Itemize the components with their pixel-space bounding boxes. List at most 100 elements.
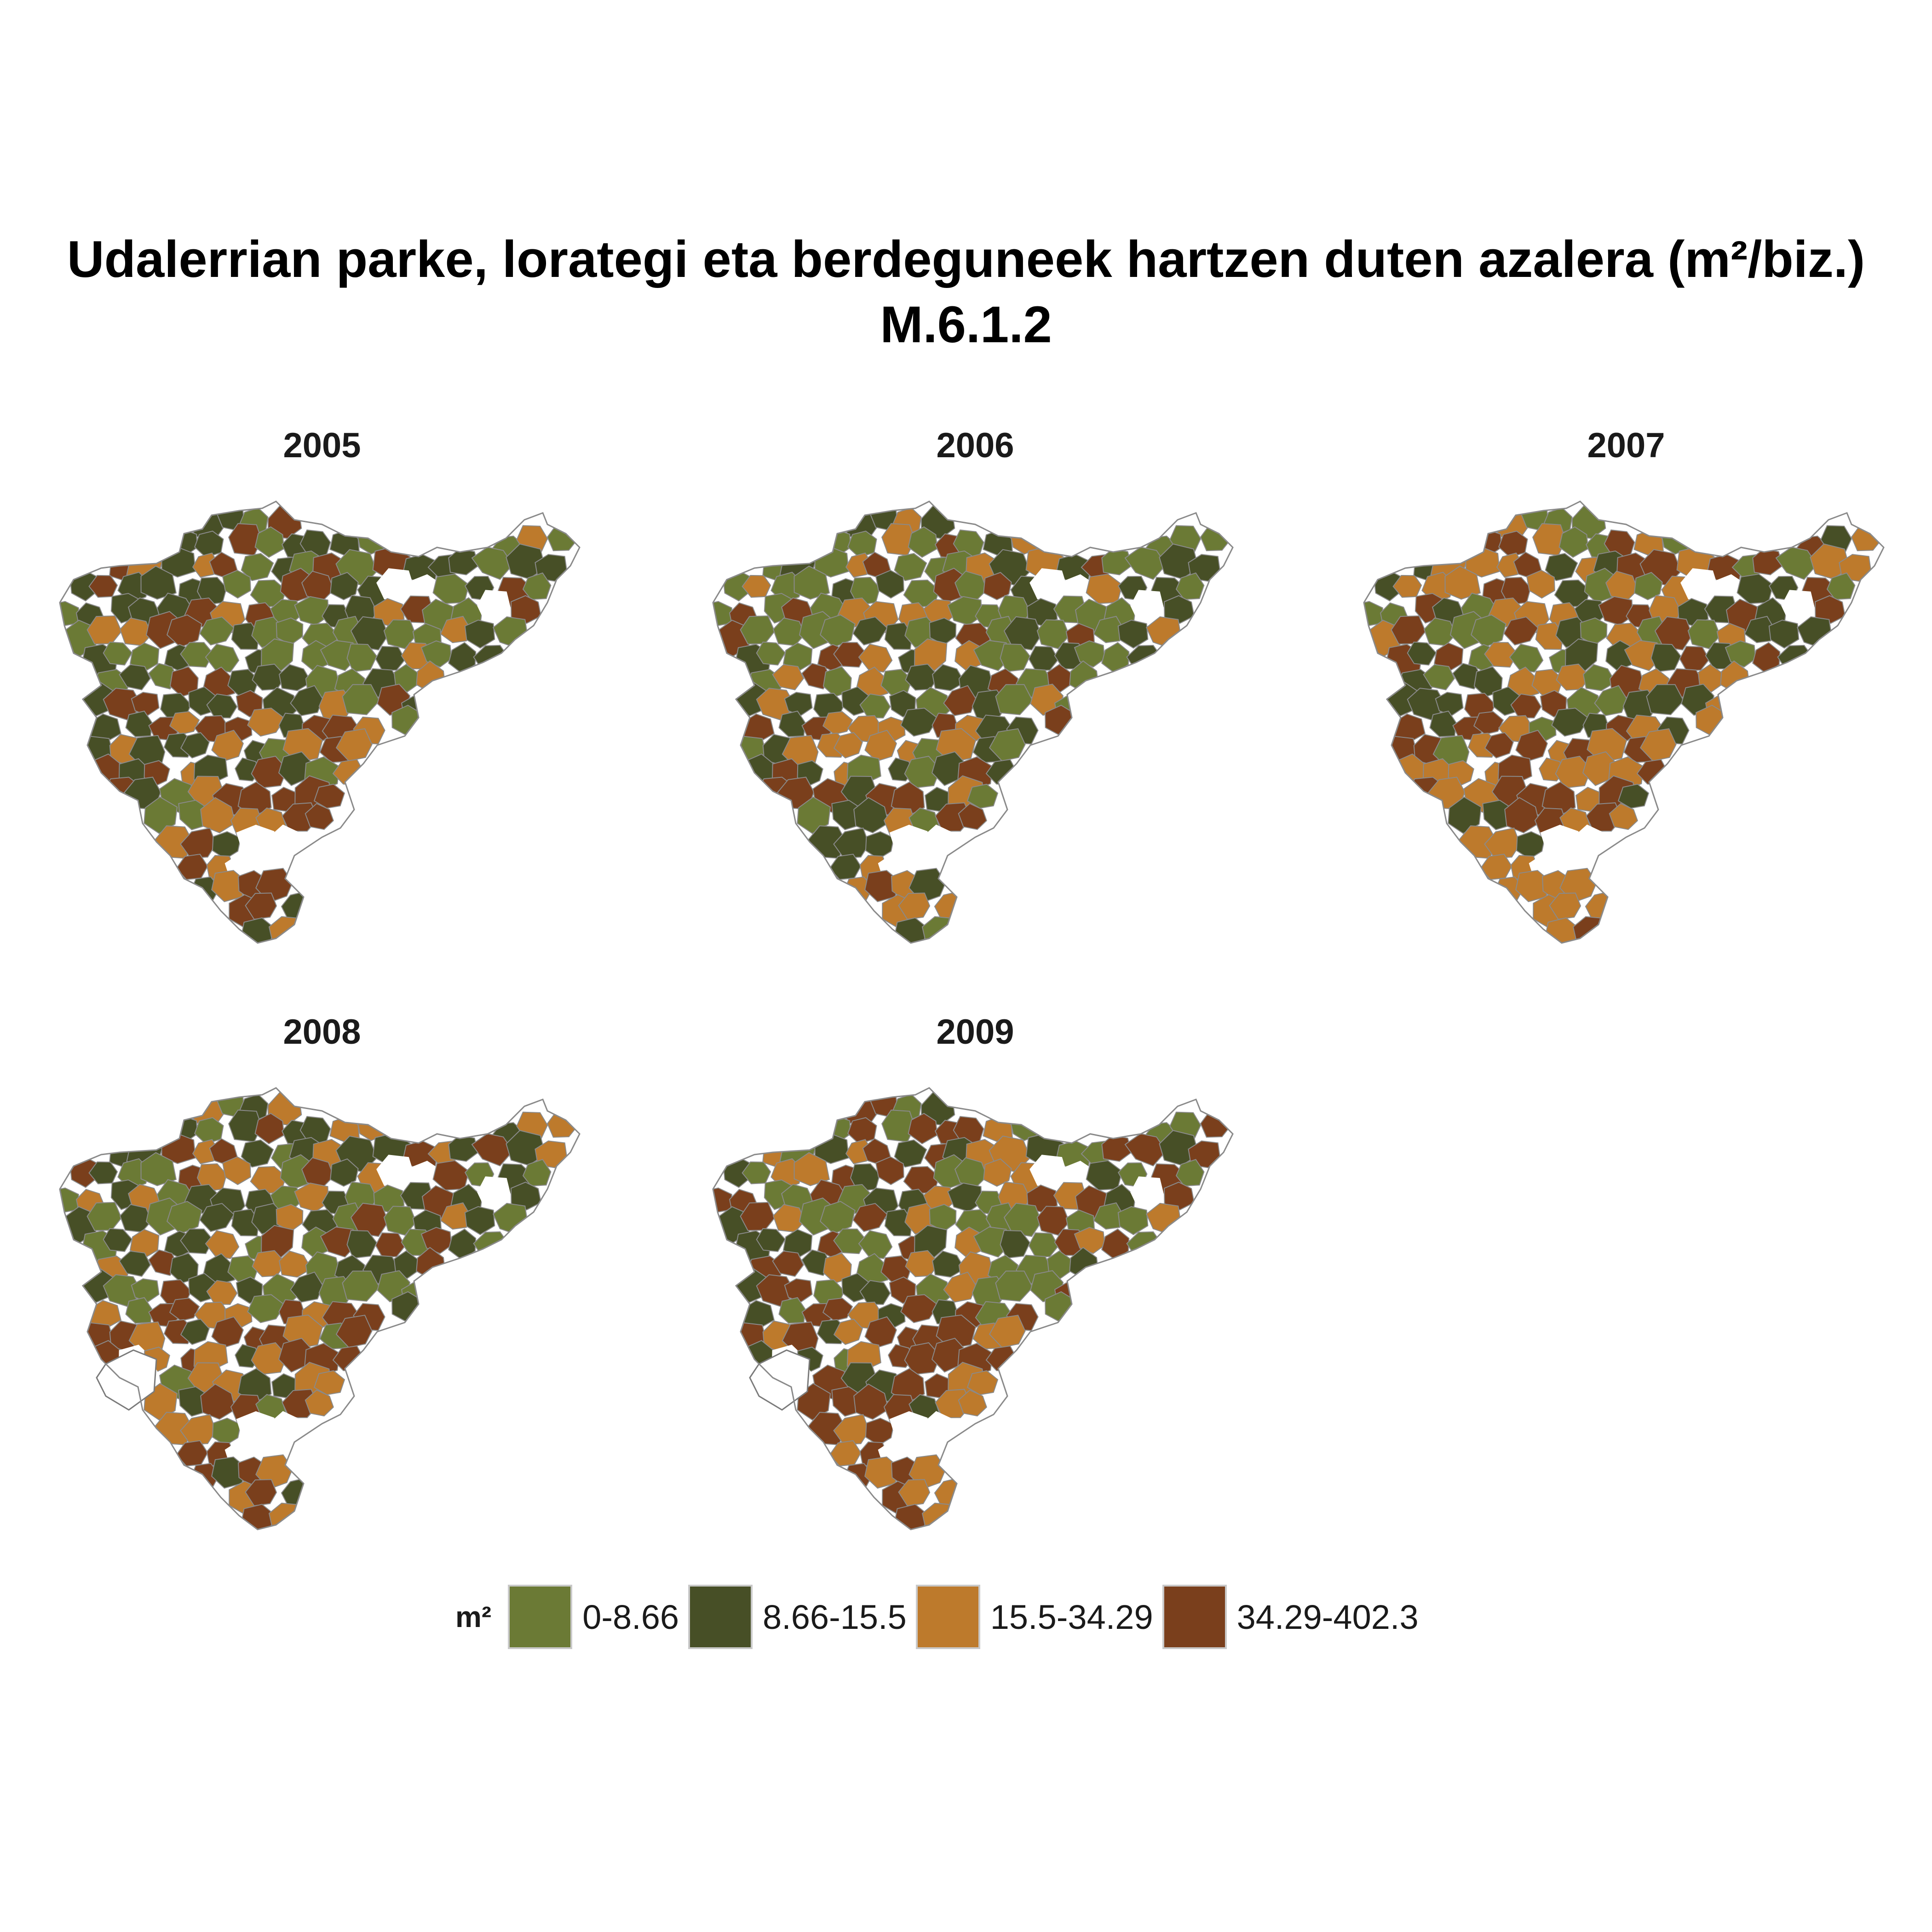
municipality — [1101, 642, 1130, 674]
municipality — [510, 595, 542, 624]
municipality — [212, 831, 242, 860]
municipality — [1572, 916, 1610, 943]
municipality — [125, 710, 153, 737]
municipality — [713, 1187, 732, 1213]
municipality — [1680, 568, 1719, 601]
municipality — [921, 1502, 959, 1530]
municipality — [1582, 664, 1616, 691]
municipality — [375, 1232, 406, 1258]
municipality — [1448, 796, 1482, 834]
municipality — [1074, 1227, 1105, 1254]
municipality — [884, 1208, 913, 1236]
municipality — [1086, 573, 1123, 604]
legend-title: m² — [455, 1600, 492, 1633]
municipality — [772, 1250, 805, 1277]
legend-item-1: 8.66-15.5 — [688, 1585, 907, 1649]
municipality — [772, 664, 805, 690]
municipality — [200, 1383, 236, 1420]
legend-swatch-3 — [1162, 1585, 1227, 1649]
municipality — [958, 1389, 987, 1417]
map-2007 — [1363, 500, 1885, 944]
municipality — [205, 1230, 240, 1259]
municipality — [377, 684, 411, 716]
municipality — [1000, 643, 1031, 673]
municipality — [908, 526, 938, 558]
municipality — [241, 1139, 274, 1168]
municipality — [898, 892, 931, 920]
municipality — [420, 640, 452, 668]
municipality — [231, 622, 260, 650]
municipality — [1101, 548, 1132, 575]
municipality — [432, 573, 470, 604]
municipality — [1200, 1110, 1231, 1138]
municipality — [305, 1389, 334, 1417]
municipality — [180, 732, 210, 759]
municipality — [60, 1187, 79, 1213]
municipality — [376, 568, 414, 601]
municipality — [983, 1158, 1012, 1187]
municipality — [180, 1414, 217, 1445]
municipality — [294, 596, 329, 626]
municipality — [1429, 710, 1457, 737]
municipality — [853, 797, 889, 834]
facet-label-2005: 2005 — [283, 426, 361, 465]
municipality — [383, 1206, 417, 1236]
municipality — [268, 1502, 306, 1530]
legend-item-0: 0-8.66 — [508, 1585, 679, 1649]
municipality — [1679, 646, 1710, 671]
municipality — [376, 1155, 414, 1188]
municipality — [464, 1206, 495, 1236]
municipality — [1029, 1155, 1068, 1188]
municipality — [932, 664, 966, 691]
municipality — [865, 1417, 895, 1446]
municipality — [1526, 569, 1555, 599]
municipality — [346, 643, 378, 673]
legend-swatch-1 — [688, 1585, 753, 1649]
municipality — [1545, 553, 1578, 581]
municipality — [1444, 565, 1481, 600]
municipality — [140, 1152, 177, 1186]
municipality — [1736, 573, 1774, 604]
municipality — [908, 1113, 938, 1144]
legend-label-0: 0-8.66 — [582, 1598, 679, 1636]
municipality — [278, 1250, 312, 1278]
municipality — [875, 1156, 904, 1185]
municipality — [330, 572, 359, 600]
municipality — [1036, 1206, 1070, 1236]
municipality — [1030, 684, 1064, 716]
municipality — [1003, 1202, 1042, 1237]
municipality — [858, 644, 893, 673]
municipality — [921, 916, 959, 943]
municipality — [1654, 616, 1693, 650]
municipality — [448, 548, 479, 575]
municipality — [60, 601, 79, 627]
municipality — [995, 684, 1034, 715]
municipality — [958, 803, 987, 830]
facet-label-2007: 2007 — [1587, 426, 1665, 465]
municipality — [989, 728, 1026, 762]
municipality — [119, 1250, 151, 1277]
municipality — [1200, 524, 1231, 552]
legend-swatch-2 — [915, 1585, 980, 1649]
municipality — [1752, 642, 1781, 674]
municipality — [464, 619, 495, 649]
legend-label-1: 8.66-15.5 — [763, 1598, 907, 1636]
municipality — [383, 619, 417, 650]
territory-outline — [59, 500, 581, 944]
territory-outline — [712, 1087, 1234, 1530]
municipality — [350, 1202, 389, 1237]
municipality — [375, 646, 406, 671]
municipality — [989, 1315, 1026, 1348]
municipality — [894, 1139, 927, 1168]
municipality — [1028, 1232, 1059, 1258]
municipality — [1117, 619, 1149, 649]
municipality — [858, 1230, 893, 1259]
municipality — [1535, 622, 1564, 650]
municipality — [330, 1158, 359, 1187]
legend: m² 0-8.66 8.66-15.5 15.5-34.29 34.29-402… — [455, 1582, 1428, 1651]
municipality — [231, 1208, 260, 1236]
municipality — [778, 1297, 806, 1324]
municipality — [305, 803, 334, 830]
map-2009 — [712, 1087, 1234, 1530]
territory-outline — [59, 1087, 581, 1530]
